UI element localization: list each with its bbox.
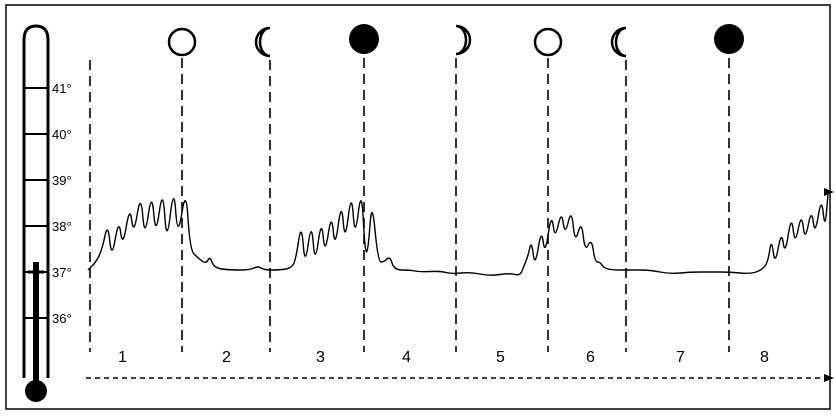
scale-label-39: 39° xyxy=(52,173,72,188)
new-moon-icon xyxy=(349,24,379,54)
curve-arrowhead xyxy=(824,188,834,196)
full-moon-icon xyxy=(533,27,563,57)
period-label-5: 5 xyxy=(496,349,505,366)
period-labels: 1 2 3 4 5 6 7 8 xyxy=(118,349,769,366)
scale-label-41: 41° xyxy=(52,81,72,96)
moon-phase-row xyxy=(167,24,744,58)
thermometer-tube xyxy=(22,24,50,378)
thermometer-mercury xyxy=(33,262,39,386)
thermometer: 41° 40° 39° 38° 37° 36° xyxy=(22,24,72,402)
thermometer-bulb xyxy=(25,380,47,402)
period-label-8: 8 xyxy=(760,349,769,366)
crescent-moon-icon xyxy=(610,26,627,58)
period-label-6: 6 xyxy=(586,349,595,366)
new-moon-icon xyxy=(714,24,744,54)
scale-label-40: 40° xyxy=(52,127,72,142)
period-label-2: 2 xyxy=(222,349,231,366)
cycle-dividers xyxy=(89,58,730,352)
crescent-moon-icon xyxy=(254,26,271,58)
diagram-frame xyxy=(5,4,831,410)
thermometer-ticks xyxy=(24,87,48,319)
scale-label-38: 38° xyxy=(52,219,72,234)
thermometer-scale: 41° 40° 39° 38° 37° 36° xyxy=(52,81,72,326)
timeline-arrowhead xyxy=(824,374,834,382)
crescent-moon-icon xyxy=(455,24,472,56)
period-label-4: 4 xyxy=(402,349,411,366)
period-label-3: 3 xyxy=(316,349,325,366)
scale-label-37: 37° xyxy=(52,265,72,280)
period-label-7: 7 xyxy=(676,349,685,366)
temperature-curve xyxy=(87,193,829,276)
scale-label-36: 36° xyxy=(52,311,72,326)
full-moon-icon xyxy=(167,27,197,57)
period-label-1: 1 xyxy=(118,349,127,366)
